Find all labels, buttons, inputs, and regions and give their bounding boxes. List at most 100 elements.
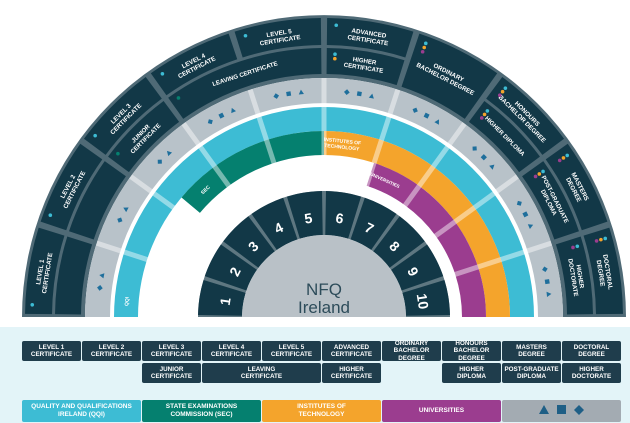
- cell-line: DOCTORAL: [573, 343, 610, 351]
- triangle-icon: [489, 164, 495, 170]
- inner-sector: [468, 101, 540, 173]
- legend-label: INSTITUTES OF: [297, 403, 346, 410]
- level-sector-9: [391, 244, 444, 291]
- awarding-body-dot: [30, 302, 35, 307]
- awarding-body-dot: [333, 52, 337, 57]
- awarding-body-dot: [500, 89, 505, 94]
- awarding-body-dot: [557, 158, 562, 163]
- inner-sector: [108, 101, 180, 173]
- inner-sector: [555, 236, 593, 315]
- outer-sector-7: [401, 33, 498, 119]
- square-icon: [423, 112, 430, 119]
- band-label-iot: INSTITUTES OFTECHNOLOGY: [323, 137, 361, 153]
- cell-line: LEVEL 2: [98, 343, 125, 351]
- legend-label: COMMISSION (SEC): [170, 411, 233, 418]
- symbol-ring: [85, 78, 563, 317]
- inner-label-line: HIGHER: [352, 56, 377, 67]
- qualification-cell: MASTERS DEGREE: [502, 341, 561, 361]
- triangle-icon: [123, 207, 129, 213]
- band-label-text: SEC: [200, 184, 212, 196]
- qualification-cell: HIGHER DOCTORATE: [562, 363, 621, 383]
- band-sec: [181, 131, 324, 213]
- cell-line: LEVEL 4: [218, 343, 245, 351]
- outer-label-line: LEVEL 1: [35, 259, 46, 286]
- center-title: NFQ: [306, 280, 342, 299]
- cell-line: ADVANCED: [333, 343, 370, 351]
- awarding-body-dot: [571, 245, 575, 250]
- legend-iot: INSTITUTES OF TECHNOLOGY: [262, 400, 381, 422]
- qualification-cell: ADVANCED CERTIFICATE: [322, 341, 381, 361]
- outer-label-line: DEGREE: [595, 260, 606, 287]
- awarding-body-dot: [48, 213, 53, 218]
- cell-line: HONOURS: [455, 339, 488, 347]
- inner-sector: [326, 48, 405, 86]
- radial-divider: [395, 122, 467, 218]
- triangle-icon: [527, 224, 534, 230]
- qualification-cell: LEVEL 4 CERTIFICATE: [202, 341, 261, 361]
- triangle-icon: [434, 119, 439, 125]
- level-sector-7: [350, 197, 397, 250]
- cell-line: CERTIFICATE: [240, 373, 283, 380]
- legend-sec: STATE EXAMINATIONS COMMISSION (SEC): [142, 400, 261, 422]
- inner-label-line: HIGHER: [574, 264, 585, 289]
- level-sector-10: [402, 279, 450, 316]
- inner-sector: [55, 236, 93, 315]
- legend-label: IRELAND (QQI): [58, 411, 105, 418]
- legend-label: TECHNOLOGY: [298, 411, 345, 418]
- qualification-cell: LEVEL 5 CERTIFICATE: [262, 341, 321, 361]
- diamond-icon: [273, 93, 280, 99]
- band-label-qqi: QQI: [124, 296, 131, 306]
- qualification-cell: LEVEL 1 CERTIFICATE: [22, 341, 81, 361]
- band-label-sec: SEC: [200, 184, 212, 196]
- cell-line: CERTIFICATE: [150, 373, 193, 380]
- qualification-cell: POST-GRADUATE DIPLOMA: [502, 363, 561, 383]
- diamond-icon: [117, 217, 123, 223]
- legend-universities: UNIVERSITIES: [382, 400, 501, 422]
- level-sector-2: [204, 244, 257, 291]
- legend-label: QUALITY AND QUALIFICATIONS: [31, 403, 132, 410]
- radial-divider: [360, 88, 401, 199]
- cell-line: HIGHER: [459, 365, 484, 373]
- radial-divider: [129, 174, 225, 246]
- awarding-body-dot: [116, 151, 120, 156]
- outer-sector-6: [326, 18, 414, 58]
- level-sector-8: [373, 216, 425, 268]
- cell-line: ORDINARY: [394, 339, 429, 347]
- square-icon: [286, 91, 292, 97]
- outer-sector-8: [486, 76, 565, 155]
- cell-line: LEVEL 5: [278, 343, 305, 351]
- awarding-body-dot: [93, 133, 97, 138]
- awarding-body-dot: [594, 239, 599, 243]
- awarding-body-dot: [422, 45, 427, 50]
- triangle-icon: [539, 405, 549, 417]
- outer-sector-3: [83, 76, 162, 155]
- outer-sector-10: [583, 227, 623, 315]
- outer-sector-1: [25, 227, 65, 315]
- awarding-body-dot: [561, 156, 566, 160]
- diamond-icon: [343, 89, 350, 96]
- cell-line: DEGREE: [518, 351, 545, 358]
- level-sector-1: [198, 279, 246, 316]
- square-icon: [218, 112, 225, 119]
- qualification-cell: JUNIOR CERTIFICATE: [142, 363, 201, 383]
- radial-divider: [442, 240, 553, 281]
- qualification-cell: HIGHER DIPLOMA: [442, 363, 501, 383]
- cell-line: BACHELOR DEGREE: [453, 347, 490, 362]
- inner-sector: [522, 161, 579, 240]
- inner-sector: [69, 161, 126, 240]
- awarding-body-dot: [482, 112, 487, 117]
- cell-line: MASTERS: [516, 343, 547, 351]
- level-sector-4: [251, 197, 298, 250]
- triangle-icon: [298, 89, 304, 95]
- cell-line: HIGHER: [339, 365, 364, 373]
- awarding-body-dot: [603, 236, 608, 241]
- cell-line: DIPLOMA: [456, 373, 487, 380]
- cell-line: CERTIFICATE: [270, 351, 313, 358]
- level-number: 1: [217, 296, 234, 306]
- awarding-body-dot: [243, 33, 248, 38]
- cell-line: CERTIFICATE: [210, 351, 253, 358]
- cell-line: CERTIFICATE: [90, 351, 133, 358]
- square-icon: [522, 211, 529, 218]
- awarding-body-dot: [599, 237, 603, 242]
